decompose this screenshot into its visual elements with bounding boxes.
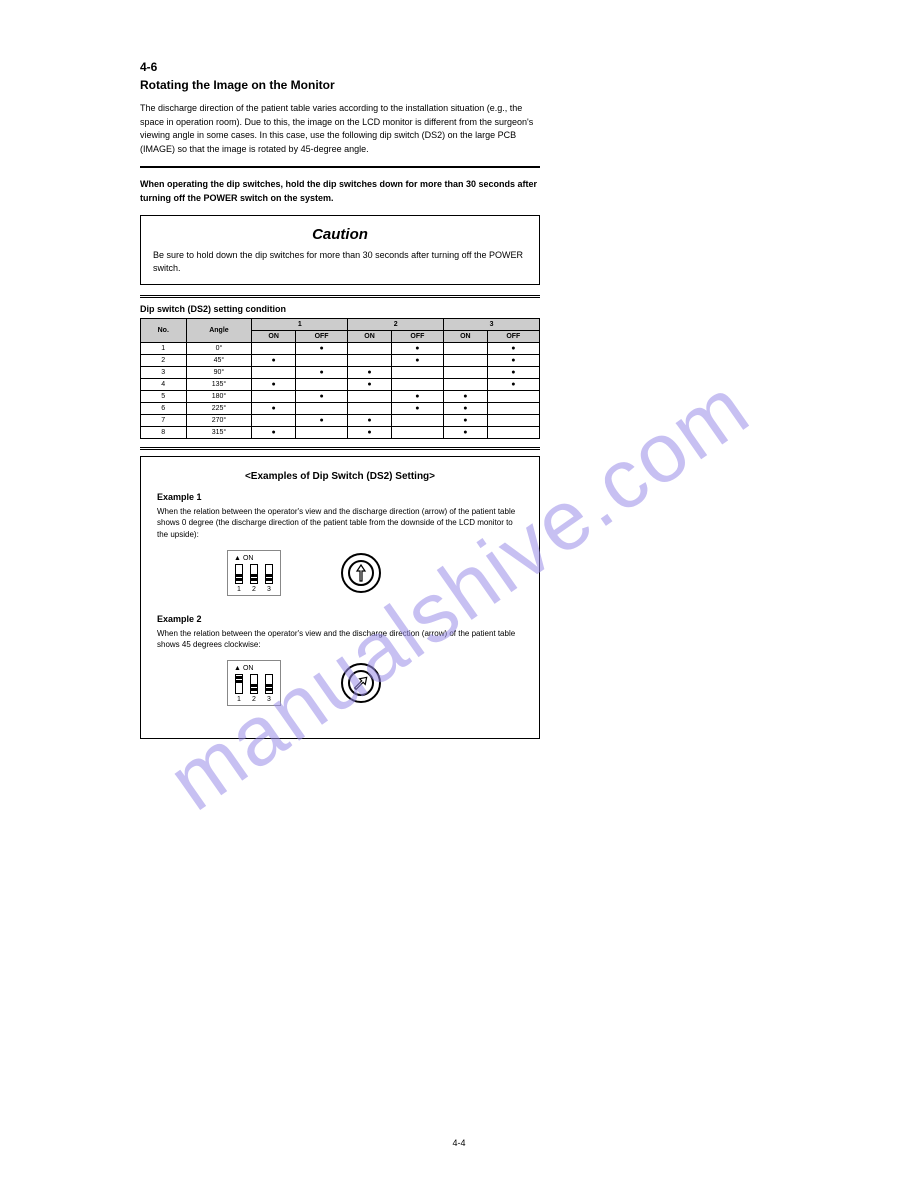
table-title: Dip switch (DS2) setting condition bbox=[140, 304, 540, 314]
example1-desc: When the relation between the operator's… bbox=[157, 506, 523, 540]
th-no: No. bbox=[141, 319, 187, 343]
page-number: 4-4 bbox=[452, 1138, 465, 1148]
intro-paragraph-1: The discharge direction of the patient t… bbox=[140, 102, 540, 156]
caution-title: Caution bbox=[153, 226, 527, 243]
example2-row: ▲ON 1 2 3 bbox=[157, 660, 523, 706]
arrow-up-icon: ▲ bbox=[234, 555, 241, 562]
th-1-off: OFF bbox=[295, 331, 347, 343]
th-2-off: OFF bbox=[391, 331, 443, 343]
th-1-on: ON bbox=[252, 331, 296, 343]
caution-box: Caution Be sure to hold down the dip swi… bbox=[140, 215, 540, 285]
th-angle: Angle bbox=[186, 319, 252, 343]
caution-text: Be sure to hold down the dip switches fo… bbox=[153, 249, 527, 274]
table-row: 7270°●●● bbox=[141, 415, 540, 427]
th-2: 2 bbox=[348, 319, 444, 331]
th-1: 1 bbox=[252, 319, 348, 331]
figure-box: <Examples of Dip Switch (DS2) Setting> E… bbox=[140, 456, 540, 739]
th-2-on: ON bbox=[348, 331, 392, 343]
section-title: Rotating the Image on the Monitor bbox=[140, 78, 540, 92]
dip-switch-table: No. Angle 1 2 3 ON OFF ON OFF ON OFF 10°… bbox=[140, 318, 540, 439]
example1-row: ▲ON 1 2 3 bbox=[157, 550, 523, 596]
th-3: 3 bbox=[444, 319, 540, 331]
direction-indicator-0deg bbox=[341, 553, 381, 593]
dip-switch-diagram-1: ▲ON 1 2 3 bbox=[227, 550, 281, 596]
page-content: 4-6 Rotating the Image on the Monitor Th… bbox=[140, 60, 540, 739]
table-body: 10°●●● 245°●●● 390°●●● 4135°●●● 5180°●●●… bbox=[141, 343, 540, 439]
th-3-on: ON bbox=[444, 331, 488, 343]
table-row: 5180°●●● bbox=[141, 391, 540, 403]
arrow-up-icon bbox=[351, 563, 371, 583]
table-row: 6225°●●● bbox=[141, 403, 540, 415]
direction-indicator-45deg bbox=[341, 663, 381, 703]
double-rule-top bbox=[140, 295, 540, 298]
section-number: 4-6 bbox=[140, 60, 540, 74]
arrow-up-icon: ▲ bbox=[234, 665, 241, 672]
example2-desc: When the relation between the operator's… bbox=[157, 628, 523, 650]
th-3-off: OFF bbox=[487, 331, 539, 343]
table-row: 245°●●● bbox=[141, 355, 540, 367]
example1-label: Example 1 bbox=[157, 492, 523, 502]
table-row: 4135°●●● bbox=[141, 379, 540, 391]
double-rule-bottom bbox=[140, 447, 540, 450]
table-row: 8315°●●● bbox=[141, 427, 540, 439]
dip-switch-diagram-2: ▲ON 1 2 3 bbox=[227, 660, 281, 706]
important-text: When operating the dip switches, hold th… bbox=[140, 178, 540, 205]
figure-title: <Examples of Dip Switch (DS2) Setting> bbox=[157, 471, 523, 482]
divider bbox=[140, 166, 540, 168]
table-row: 10°●●● bbox=[141, 343, 540, 355]
example2-label: Example 2 bbox=[157, 614, 523, 624]
arrow-45deg-icon bbox=[351, 673, 371, 693]
table-row: 390°●●● bbox=[141, 367, 540, 379]
